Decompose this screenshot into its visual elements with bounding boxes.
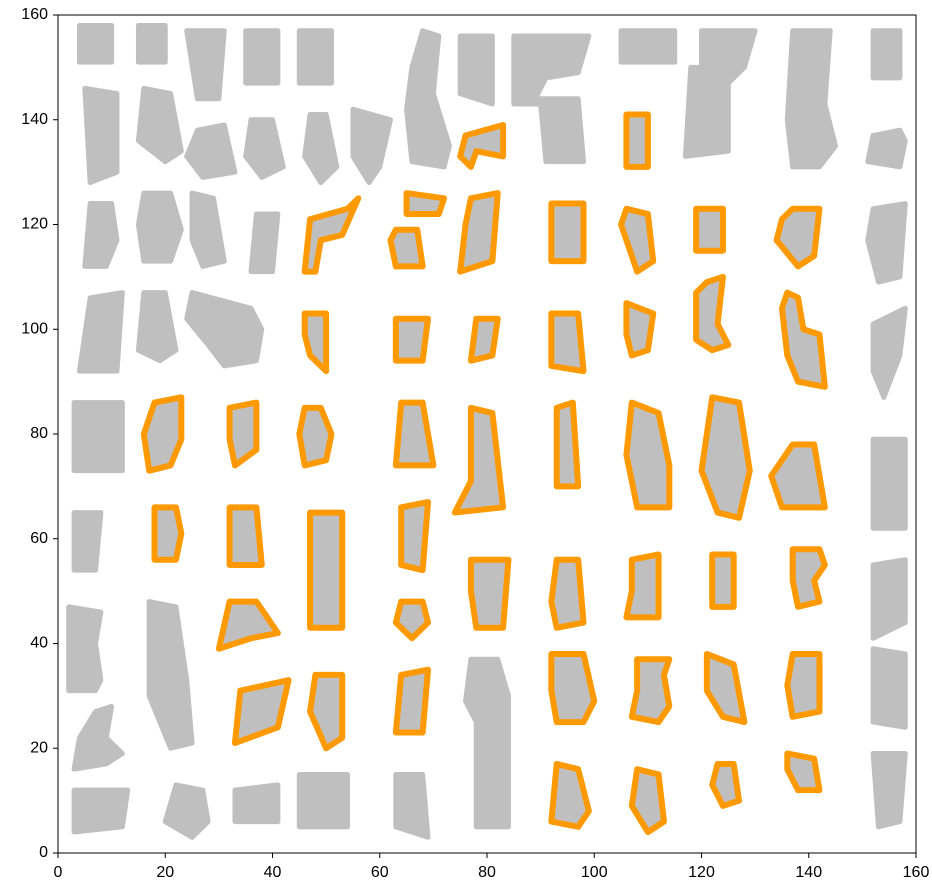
- point-cluster: [396, 670, 428, 733]
- point-cluster: [230, 403, 257, 466]
- point-cluster: [787, 753, 819, 790]
- point-cluster: [235, 785, 278, 822]
- point-cluster: [401, 502, 428, 570]
- point-cluster: [868, 130, 906, 167]
- point-cluster: [187, 125, 235, 177]
- point-cluster: [79, 25, 111, 62]
- x-tick-label: 100: [581, 864, 608, 881]
- y-tick-label: 40: [30, 635, 48, 652]
- point-cluster: [138, 193, 181, 261]
- point-cluster: [626, 115, 647, 167]
- point-cluster: [310, 513, 342, 628]
- x-tick-label: 20: [156, 864, 174, 881]
- point-cluster: [396, 319, 428, 361]
- point-cluster: [626, 303, 653, 355]
- point-cluster: [74, 513, 101, 571]
- point-cluster: [551, 314, 583, 372]
- point-cluster: [873, 560, 905, 639]
- point-cluster: [390, 230, 422, 267]
- point-cluster: [144, 397, 182, 470]
- point-cluster: [696, 209, 723, 251]
- point-cluster: [251, 214, 278, 272]
- point-cluster: [868, 204, 906, 283]
- point-cluster: [230, 507, 262, 565]
- y-tick-label: 0: [39, 844, 48, 861]
- point-cluster: [407, 193, 445, 214]
- x-tick-label: 40: [264, 864, 282, 881]
- point-cluster: [155, 507, 182, 559]
- point-cluster: [626, 554, 658, 617]
- x-tick-label: 60: [371, 864, 389, 881]
- x-tick-label: 80: [478, 864, 496, 881]
- point-cluster: [69, 607, 101, 691]
- y-tick-label: 80: [30, 425, 48, 442]
- point-cluster: [551, 560, 583, 628]
- point-cluster: [85, 204, 117, 267]
- point-cluster: [551, 654, 594, 722]
- point-cluster: [712, 554, 733, 606]
- point-cluster: [632, 659, 670, 722]
- chart: 0 20 40 60 80 100 120 140 160 0 20 40 60 80 100 120 140 1…: [0, 0, 932, 890]
- point-cluster: [299, 774, 347, 826]
- y-tick-label: 60: [30, 530, 48, 547]
- point-cluster: [551, 204, 583, 262]
- point-cluster: [460, 36, 492, 104]
- point-cluster: [873, 439, 905, 528]
- point-cluster: [85, 88, 117, 182]
- point-cluster: [787, 654, 819, 717]
- point-cluster: [396, 774, 428, 837]
- point-cluster: [557, 403, 578, 487]
- x-tick-label: 160: [903, 864, 930, 881]
- y-tick-label: 160: [21, 6, 48, 23]
- point-cluster: [873, 753, 905, 826]
- y-tick-label: 140: [21, 111, 48, 128]
- point-cluster: [246, 31, 278, 83]
- x-tick-label: 140: [795, 864, 822, 881]
- point-cluster: [873, 649, 905, 728]
- y-tick-label: 20: [30, 739, 48, 756]
- point-cluster: [471, 319, 498, 361]
- point-cluster: [138, 25, 165, 62]
- point-cluster: [471, 560, 509, 628]
- x-tick-label: 120: [688, 864, 715, 881]
- point-cluster: [74, 790, 128, 832]
- point-cluster: [873, 31, 900, 78]
- point-cluster: [74, 403, 122, 471]
- point-cluster: [299, 408, 331, 466]
- y-tick-label: 100: [21, 320, 48, 337]
- point-cluster: [621, 31, 675, 62]
- point-cluster: [299, 31, 331, 83]
- x-tick-label: 0: [54, 864, 63, 881]
- y-tick-label: 120: [21, 216, 48, 233]
